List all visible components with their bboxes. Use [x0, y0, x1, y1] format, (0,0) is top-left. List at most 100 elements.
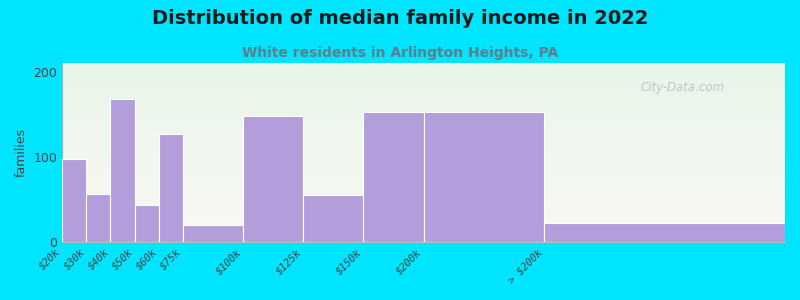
Bar: [62, 75, 785, 76]
Bar: [62, 179, 785, 181]
Bar: [62, 209, 785, 211]
Bar: [62, 194, 785, 196]
Bar: [62, 150, 785, 151]
Bar: [62, 74, 785, 75]
Bar: [62, 157, 785, 158]
Bar: [62, 190, 785, 191]
Bar: [62, 90, 785, 92]
Bar: [62, 187, 785, 188]
Bar: [62, 106, 785, 108]
Bar: [62, 144, 785, 145]
Bar: [62, 66, 785, 68]
Bar: [62, 239, 785, 241]
Bar: [62, 181, 785, 182]
Bar: [62, 78, 785, 80]
Bar: [62, 127, 785, 129]
Bar: [62, 229, 785, 230]
Bar: [62, 135, 785, 136]
Bar: [62, 170, 785, 172]
Bar: [62, 109, 785, 111]
Bar: [182, 225, 243, 242]
Bar: [62, 102, 785, 103]
Bar: [62, 206, 785, 208]
Bar: [62, 223, 785, 224]
Bar: [86, 194, 110, 242]
Bar: [62, 212, 785, 214]
Bar: [62, 191, 785, 193]
Bar: [62, 178, 785, 179]
Bar: [62, 227, 785, 229]
Bar: [424, 112, 544, 242]
Bar: [62, 217, 785, 218]
Bar: [62, 151, 785, 153]
Bar: [62, 196, 785, 197]
Bar: [62, 108, 785, 109]
Bar: [62, 172, 785, 173]
Bar: [62, 70, 785, 72]
Bar: [62, 158, 785, 160]
Bar: [62, 203, 785, 205]
Bar: [62, 202, 785, 203]
Bar: [62, 81, 785, 82]
Bar: [62, 211, 785, 212]
Bar: [62, 69, 785, 70]
Bar: [62, 218, 785, 220]
Bar: [62, 136, 785, 138]
Bar: [62, 126, 785, 127]
Bar: [62, 72, 785, 74]
Bar: [62, 99, 785, 100]
Bar: [62, 117, 785, 118]
Bar: [62, 123, 785, 124]
Bar: [62, 112, 785, 114]
Bar: [62, 97, 785, 99]
Bar: [62, 161, 785, 163]
Bar: [62, 214, 785, 215]
Bar: [62, 163, 785, 164]
Bar: [62, 129, 785, 130]
Bar: [62, 230, 785, 232]
Bar: [62, 93, 785, 94]
Text: City-Data.com: City-Data.com: [641, 81, 725, 94]
Bar: [62, 208, 785, 209]
Bar: [62, 169, 785, 170]
Bar: [62, 167, 785, 169]
Bar: [62, 154, 785, 156]
Bar: [62, 64, 785, 66]
Bar: [62, 76, 785, 78]
Bar: [62, 153, 785, 154]
Text: Distribution of median family income in 2022: Distribution of median family income in …: [152, 9, 648, 28]
Bar: [62, 85, 785, 87]
Bar: [62, 148, 785, 150]
Bar: [62, 241, 785, 242]
Bar: [62, 220, 785, 221]
Bar: [62, 63, 785, 64]
Bar: [62, 114, 785, 115]
Bar: [62, 166, 785, 167]
Bar: [62, 233, 785, 235]
Bar: [62, 100, 785, 102]
Bar: [62, 184, 785, 185]
Bar: [62, 200, 785, 202]
Y-axis label: families: families: [15, 128, 28, 177]
Bar: [363, 112, 424, 242]
Bar: [62, 176, 785, 178]
Bar: [62, 138, 785, 139]
Bar: [62, 88, 785, 90]
Bar: [62, 84, 785, 86]
Bar: [62, 120, 785, 121]
Bar: [62, 199, 785, 200]
Bar: [62, 164, 785, 166]
Bar: [62, 156, 785, 157]
Bar: [62, 147, 785, 148]
Bar: [62, 96, 785, 97]
Bar: [62, 87, 785, 88]
Bar: [62, 111, 785, 112]
Bar: [62, 132, 785, 133]
Bar: [62, 159, 86, 242]
Bar: [62, 205, 785, 206]
Bar: [62, 197, 785, 199]
Bar: [303, 195, 363, 242]
Bar: [62, 130, 785, 132]
Bar: [62, 121, 785, 123]
Bar: [62, 145, 785, 147]
